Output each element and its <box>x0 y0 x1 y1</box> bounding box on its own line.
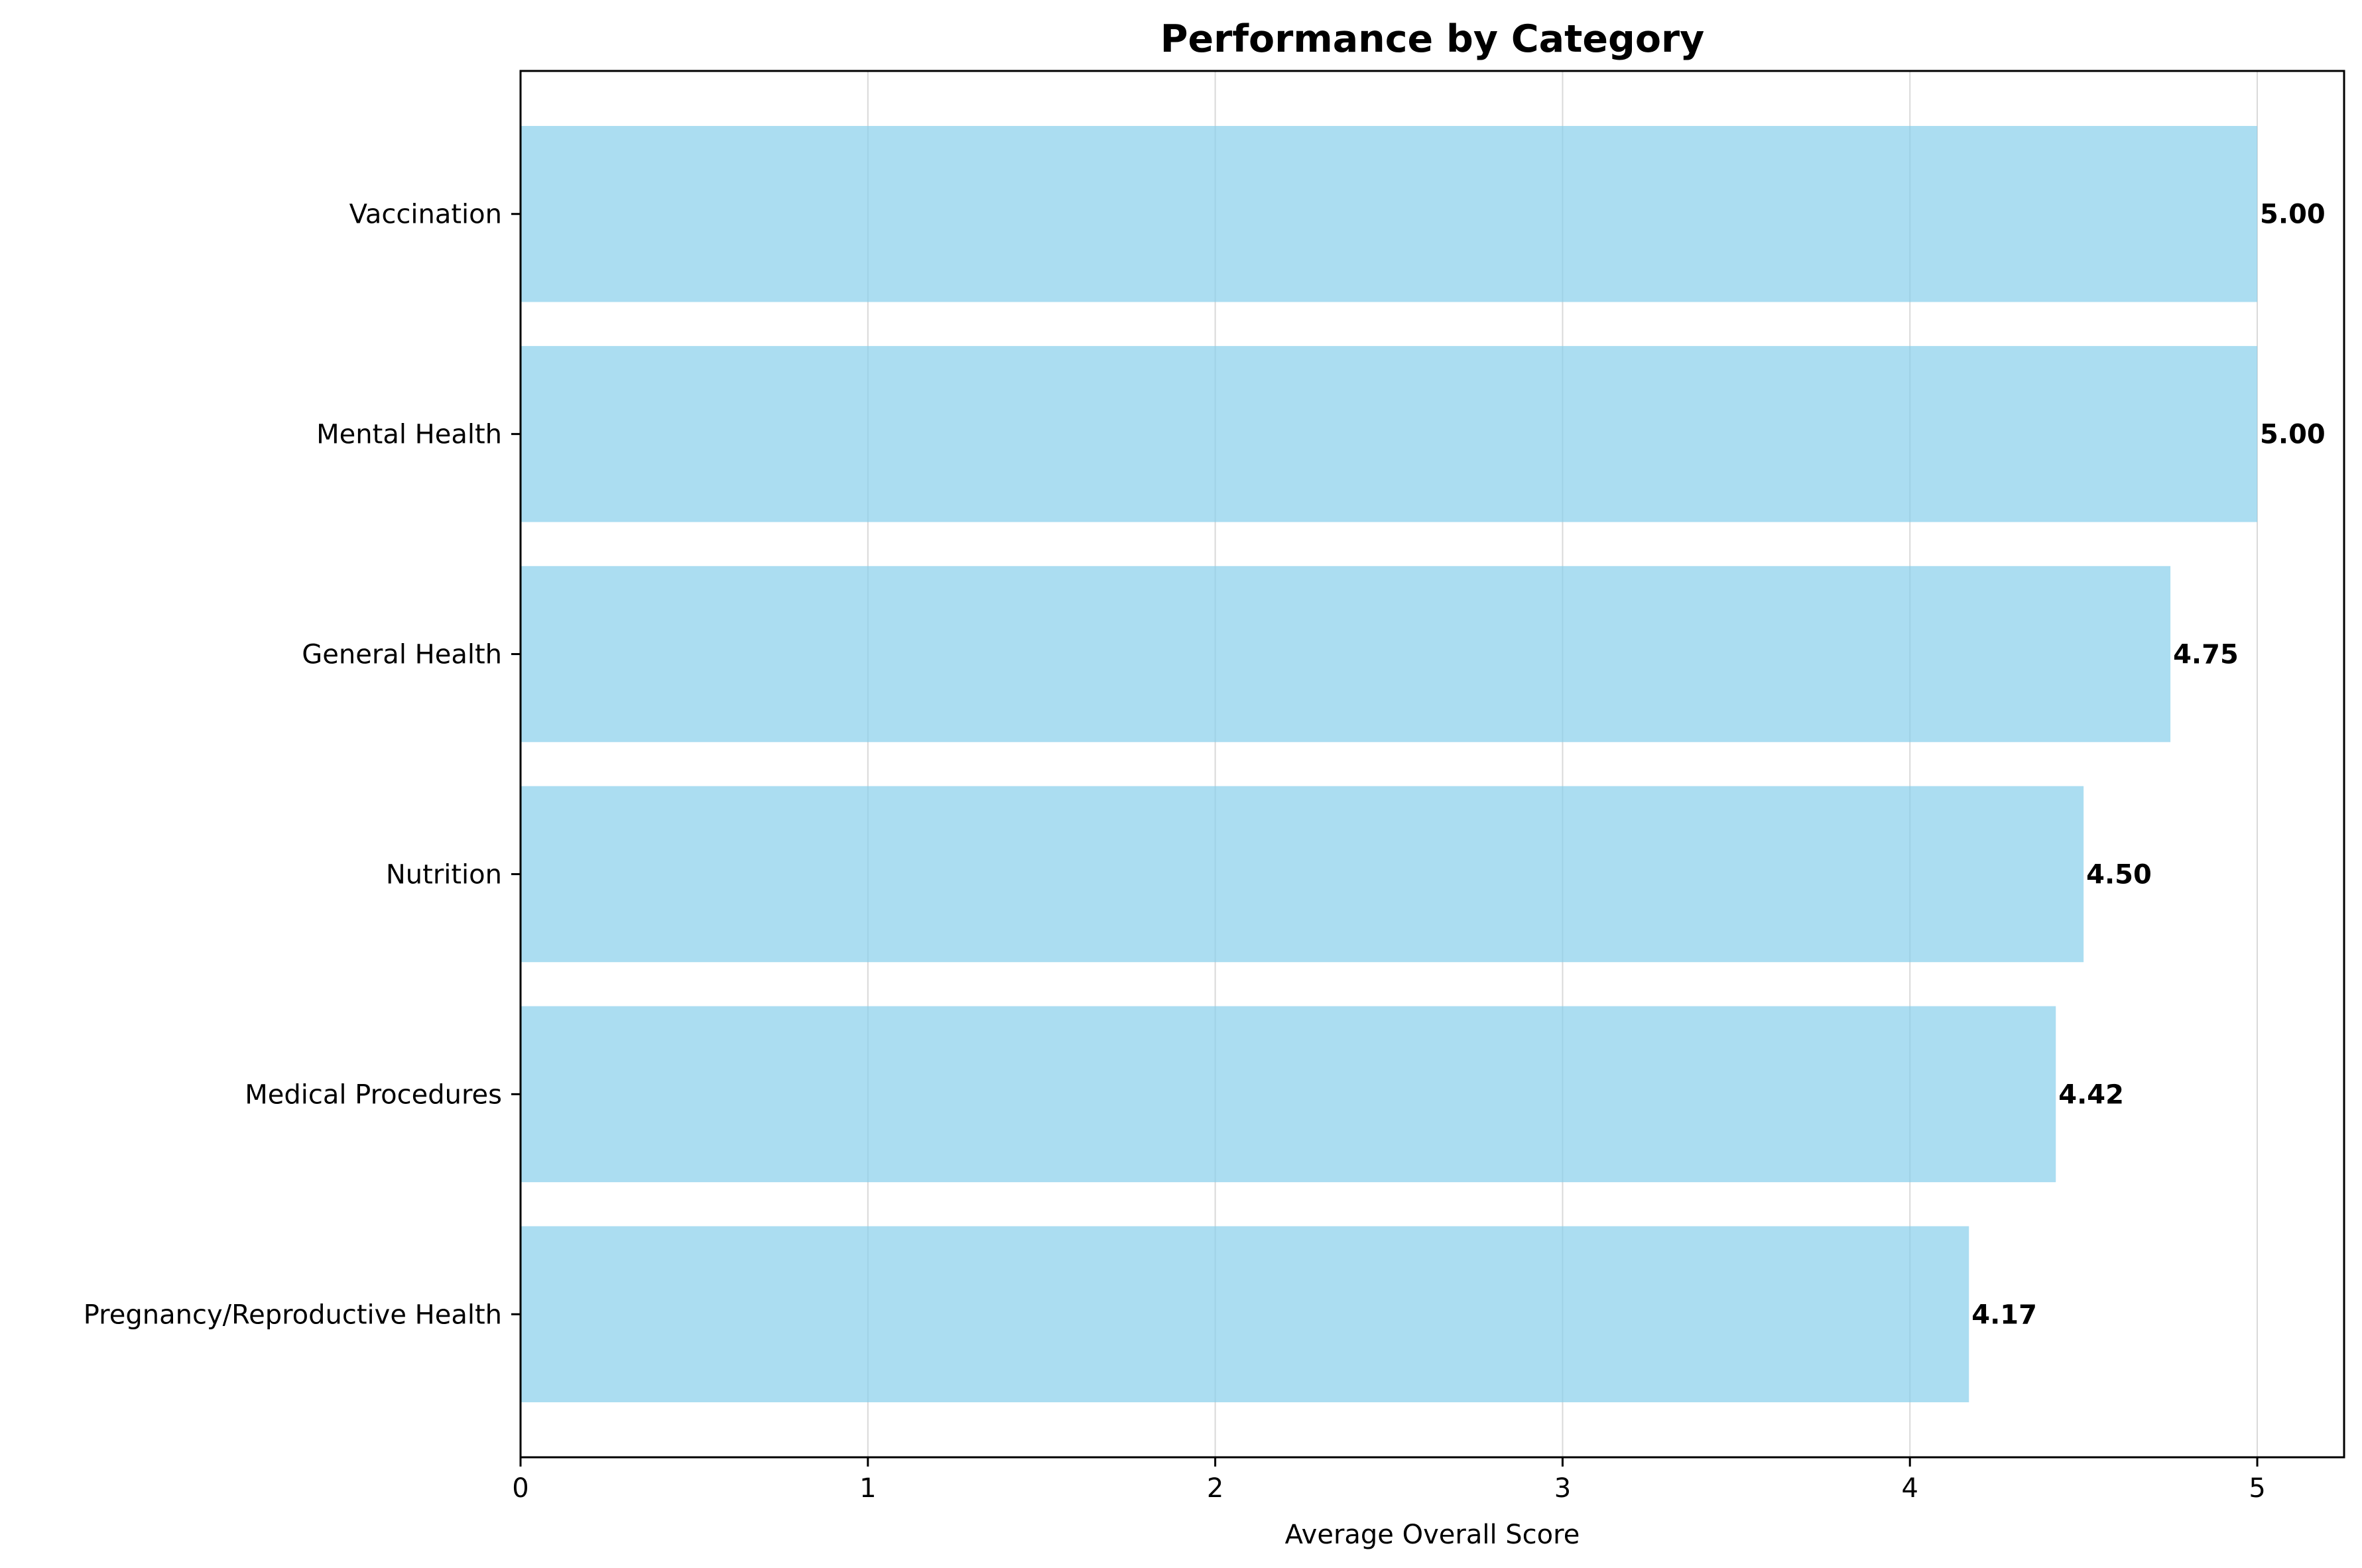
bar <box>521 1226 1969 1403</box>
y-tick-label: Vaccination <box>349 200 502 230</box>
data-label: 5.00 <box>2260 200 2326 230</box>
y-tick-label: General Health <box>302 640 502 670</box>
bar <box>521 125 2258 302</box>
x-tick-label: 5 <box>2249 1473 2265 1504</box>
x-tick-label: 0 <box>512 1473 528 1504</box>
x-axis-label: Average Overall Score <box>1285 1520 1580 1550</box>
y-tick-label: Mental Health <box>316 420 502 450</box>
y-tick-label: Pregnancy/Reproductive Health <box>84 1299 502 1330</box>
y-axis-ticks: Vaccination Mental Health General Health Nu… <box>84 200 521 1330</box>
x-tick-label: 4 <box>1902 1473 1918 1504</box>
bar <box>521 1006 2056 1183</box>
chart-title: Performance by Category <box>1160 17 1705 61</box>
x-tick-label: 2 <box>1207 1473 1223 1504</box>
y-tick-label: Medical Procedures <box>245 1079 502 1110</box>
x-axis-ticks: 0 1 2 3 4 5 <box>512 1457 2266 1504</box>
bar <box>521 566 2171 743</box>
data-label: 4.75 <box>2173 640 2239 670</box>
data-label: 4.50 <box>2086 859 2152 890</box>
bars <box>521 125 2258 1403</box>
y-tick-label: Nutrition <box>386 859 502 890</box>
bar <box>521 786 2084 963</box>
data-labels: 5.00 5.00 4.75 4.50 4.42 4.17 <box>1971 200 2325 1331</box>
x-tick-label: 3 <box>1554 1473 1571 1504</box>
data-label: 4.42 <box>2058 1079 2124 1110</box>
x-tick-label: 1 <box>859 1473 876 1504</box>
bar <box>521 345 2258 522</box>
plot-frame <box>519 70 2345 1459</box>
data-label: 5.00 <box>2260 420 2326 450</box>
data-label: 4.17 <box>1971 1299 2037 1330</box>
